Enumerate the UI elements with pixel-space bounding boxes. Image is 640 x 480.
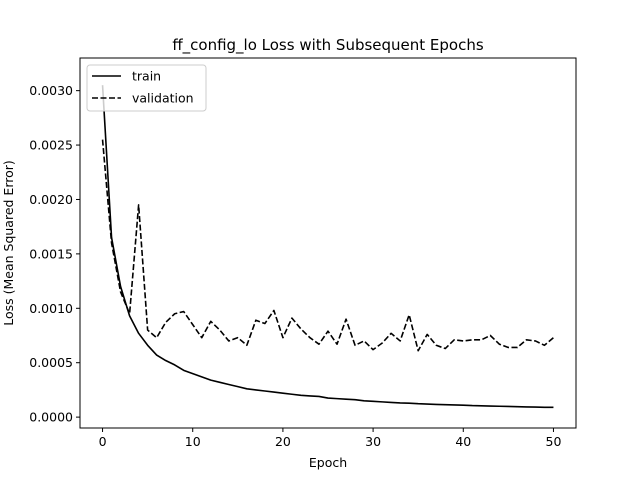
x-tick-label: 40 <box>455 434 471 449</box>
y-tick-label: 0.0020 <box>29 192 73 207</box>
y-tick-label: 0.0000 <box>29 410 73 425</box>
series-layer <box>101 85 554 409</box>
legend: train validation <box>86 64 207 112</box>
x-axis: 0 10 20 30 40 50 <box>99 428 562 449</box>
x-tick-label: 30 <box>365 434 381 449</box>
x-tick-label: 50 <box>546 434 562 449</box>
legend-label-validation: validation <box>132 91 194 106</box>
x-tick-label: 20 <box>275 434 291 449</box>
x-axis-label: Epoch <box>309 455 347 470</box>
legend-label-train: train <box>132 69 161 84</box>
chart-title: ff_config_lo Loss with Subsequent Epochs <box>172 36 484 55</box>
y-axis-label: Loss (Mean Squared Error) <box>1 160 16 326</box>
y-tick-label: 0.0010 <box>29 301 73 316</box>
y-tick-label: 0.0015 <box>29 246 73 261</box>
y-axis: 0.0000 0.0005 0.0010 0.0015 0.0020 0.0025 0.00… <box>29 83 80 425</box>
x-tick-label: 10 <box>185 434 201 449</box>
x-tick-label: 0 <box>99 434 107 449</box>
y-tick-label: 0.0030 <box>29 83 73 98</box>
series-line-validation <box>101 139 554 352</box>
series-line-train <box>101 85 554 409</box>
plot-frame <box>79 57 577 429</box>
y-tick-label: 0.0005 <box>29 355 73 370</box>
y-tick-label: 0.0025 <box>29 138 73 153</box>
